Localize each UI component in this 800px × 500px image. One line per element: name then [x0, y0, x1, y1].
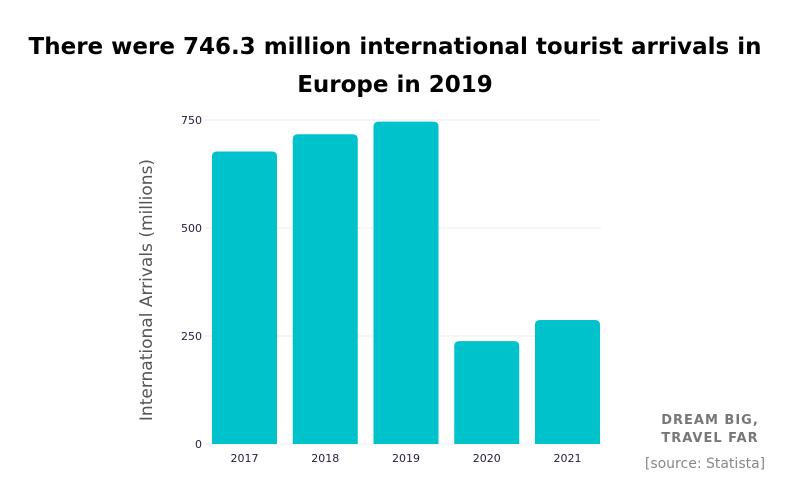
bars	[212, 121, 600, 445]
y-tick-labels: 0 250 500 750	[181, 114, 202, 451]
x-tick-label: 2019	[392, 452, 420, 465]
brand-line-1: DREAM BIG,	[661, 413, 759, 428]
bar-2017	[212, 151, 277, 444]
x-tick-label: 2018	[311, 452, 339, 465]
y-tick-label: 500	[181, 222, 202, 235]
y-tick-label: 250	[181, 330, 202, 343]
bar-2020	[454, 341, 520, 444]
bar-2021	[535, 320, 600, 444]
x-tick-label: 2021	[554, 452, 582, 465]
brand-line-2: TRAVEL FAR	[661, 431, 759, 446]
bar-2019	[373, 121, 439, 445]
bar-2018	[292, 134, 358, 445]
x-tick-label: 2020	[473, 452, 501, 465]
x-tick-labels: 2017 2018 2019 2020 2021	[231, 452, 582, 465]
y-axis-label: International Arrivals (millions)	[137, 159, 157, 421]
y-tick-label: 750	[181, 114, 202, 127]
source-note: [source: Statista]	[644, 456, 766, 472]
y-tick-label: 0	[195, 438, 202, 451]
x-tick-label: 2017	[231, 452, 259, 465]
chart-title: There were 746.3 million international t…	[28, 34, 762, 98]
brand-logo: DREAM BIG, TRAVEL FAR	[640, 412, 780, 448]
